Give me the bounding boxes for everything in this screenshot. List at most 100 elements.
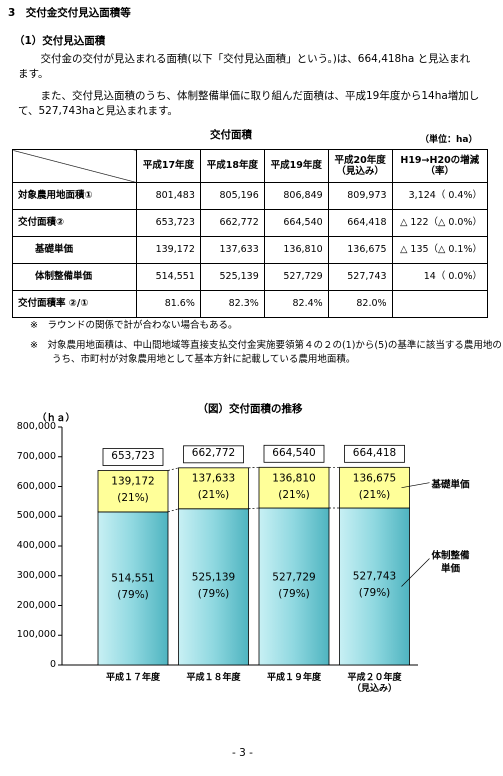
page-number: - 3 - [232, 747, 253, 759]
percent-label: (21%) [278, 488, 310, 501]
table-cell: 136,810 [263, 236, 329, 264]
value-label: 137,633 [191, 472, 236, 485]
value-label: 525,139 [191, 571, 236, 584]
y-unit: （ｈａ） [36, 413, 76, 424]
table-cell: 514,551 [136, 263, 201, 291]
table-unit: （単位：ha） [420, 135, 478, 145]
connector [167, 467, 179, 471]
percent-label: (21%) [117, 492, 149, 505]
table-row: 対象農用地面積① 801,483 805,196 806,849 809,973 3,12… [12, 182, 489, 210]
table-cell: 805,196 [199, 182, 265, 210]
y-tick-label: 300,000 [16, 569, 56, 581]
table-row: 交付面積率 ②/① 81.6% 82.3% 82.4% 82.0% [12, 290, 489, 318]
note: ※ 対象農用地面積は、中山間地域等直接支払交付金実施要領第４の２の(1)から(5… [30, 340, 502, 365]
table-cell: 対象農用地面積① [12, 182, 137, 210]
chart-title: （図）交付面積の推移 [197, 403, 303, 415]
paragraph: 交付金の交付が見込まれる面積(以下「交付見込面積」という。)は、664,418h… [18, 53, 471, 81]
percent-label: (21%) [358, 488, 391, 501]
table-cell: 82.3% [199, 290, 265, 318]
legend-leader [401, 558, 430, 587]
chart: （図）交付面積の推移 （ｈａ） 0 100,000 200,000 300,000 400,… [0, 395, 503, 705]
x-tick-label: 平成１９年度 [266, 673, 322, 683]
table-cell: 806,849 [263, 182, 329, 210]
note: ※ ラウンドの関係で計が合わない場合もある。 [30, 320, 238, 331]
total-box [263, 444, 325, 463]
table-cell: 809,973 [327, 182, 393, 210]
legend-label: 基礎単価 [431, 478, 470, 490]
value-label: 136,810 [272, 472, 316, 484]
table-cell: 82.0% [327, 290, 393, 318]
table-cell: 653,723 [136, 209, 201, 237]
table-caption: 交付面積 [210, 129, 252, 141]
table-cell: 525,139 [199, 263, 265, 291]
bar-segment [97, 470, 169, 513]
bar-segment [339, 466, 410, 509]
connector [167, 508, 179, 513]
section-title: 3 交付金交付見込面積等 [8, 7, 131, 19]
table-cell: 137,633 [199, 236, 265, 264]
x-tick-label: 平成１８年度 [186, 673, 241, 683]
y-tick-label: 600,000 [16, 480, 56, 492]
plot [58, 426, 430, 666]
percent-label: (79%) [278, 587, 310, 600]
value-label: 527,729 [272, 570, 316, 583]
table-cell: 527,743 [327, 263, 393, 291]
table-row: 体制整備単価 514,551 525,139 527,729 527,743 14（ 0.… [12, 263, 489, 291]
connector [248, 466, 260, 469]
value-label: 514,551 [111, 572, 155, 585]
table-cell: 平成17年度 [136, 149, 201, 183]
value-label: 136,675 [352, 472, 397, 485]
total-label: 662,772 [191, 447, 236, 460]
value-label: 139,172 [111, 475, 155, 488]
bar-segment [339, 507, 410, 666]
legend-label: 体制整備 単価 [431, 551, 470, 575]
total-box [183, 445, 244, 464]
table-cell: 体制整備単価 [12, 263, 137, 291]
total-label: 664,418 [352, 447, 397, 460]
subsection-title: （1）交付見込面積 [14, 35, 106, 47]
total-label: 664,540 [272, 446, 316, 459]
table-cell: 平成19年度 [263, 149, 329, 183]
y-tick-label: 400,000 [16, 539, 56, 551]
table-cell [391, 290, 489, 318]
table-cell: 平成20年度 （見込み） [327, 149, 393, 183]
legend-leader [401, 482, 430, 489]
table-cell: 平成18年度 [199, 149, 265, 183]
x-tick-label: 平成１７年度 [105, 673, 161, 683]
total-box [344, 444, 405, 463]
table-cell [12, 149, 137, 183]
bar-segment [178, 467, 249, 510]
percent-label: (21%) [197, 489, 230, 502]
table-row: 交付面積② 653,723 662,772 664,540 664,418 △ 122（△… [12, 209, 489, 237]
table-cell: △ 122（△ 0.0%） [391, 209, 489, 237]
area-table: 平成17年度 平成18年度 平成19年度 平成20年度 （見込み） H19→H20の増減… [12, 149, 489, 318]
y-tick-label: 700,000 [16, 450, 56, 462]
y-tick-label: 800,000 [16, 420, 56, 432]
table-row: 平成17年度 平成18年度 平成19年度 平成20年度 （見込み） H19→H20の増減… [12, 149, 489, 183]
table-cell: 交付面積② [12, 209, 137, 237]
table-cell: △ 135（△ 0.1%） [391, 236, 489, 264]
table-cell: 82.4% [263, 290, 329, 318]
table-cell: 81.6% [136, 290, 201, 318]
total-box [102, 448, 164, 466]
table-cell: 801,483 [136, 182, 201, 210]
y-tick-label: 500,000 [16, 510, 56, 522]
table-cell: 662,772 [199, 209, 265, 237]
connector [248, 507, 260, 510]
table-cell: 交付面積率 ②/① [12, 290, 137, 318]
table-cell: 3,124（ 0.4%） [391, 182, 489, 210]
percent-label: (79%) [197, 587, 230, 600]
percent-label: (79%) [358, 587, 391, 600]
bar-segment [178, 508, 249, 666]
table-cell: 基礎単価 [12, 236, 137, 264]
x-tick-label: 平成２０年度 （見込み） [347, 673, 402, 694]
table-cell: H19→H20の増減 （率） [391, 149, 489, 183]
bar-segment [258, 466, 330, 509]
table-cell: 14（ 0.0%） [391, 263, 489, 291]
table-cell: 139,172 [136, 236, 201, 264]
table-cell: 664,540 [263, 209, 329, 237]
y-tick-label: 0 [49, 658, 56, 670]
table-cell: 136,675 [327, 236, 393, 264]
table-cell: 664,418 [327, 209, 393, 237]
